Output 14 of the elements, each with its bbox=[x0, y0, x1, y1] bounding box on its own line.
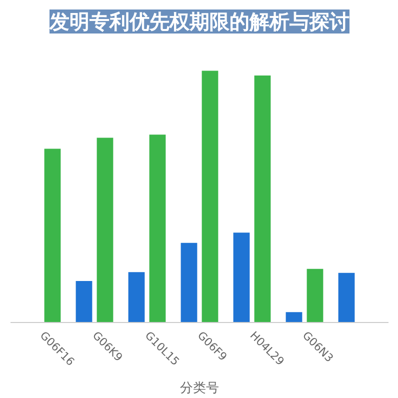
bar bbox=[96, 138, 114, 322]
bar bbox=[76, 280, 92, 322]
bar bbox=[254, 76, 271, 322]
bar bbox=[44, 148, 61, 322]
bar bbox=[286, 312, 302, 322]
bar bbox=[128, 272, 145, 322]
x-axis-title: 分类号 bbox=[180, 380, 219, 396]
bar bbox=[149, 134, 166, 322]
chart-title: 发明专利优先权期限的解析与探讨 bbox=[48, 10, 350, 34]
bar bbox=[202, 70, 218, 322]
bar bbox=[180, 242, 198, 322]
bar bbox=[233, 232, 250, 322]
bar bbox=[338, 272, 355, 322]
bar bbox=[306, 268, 324, 322]
